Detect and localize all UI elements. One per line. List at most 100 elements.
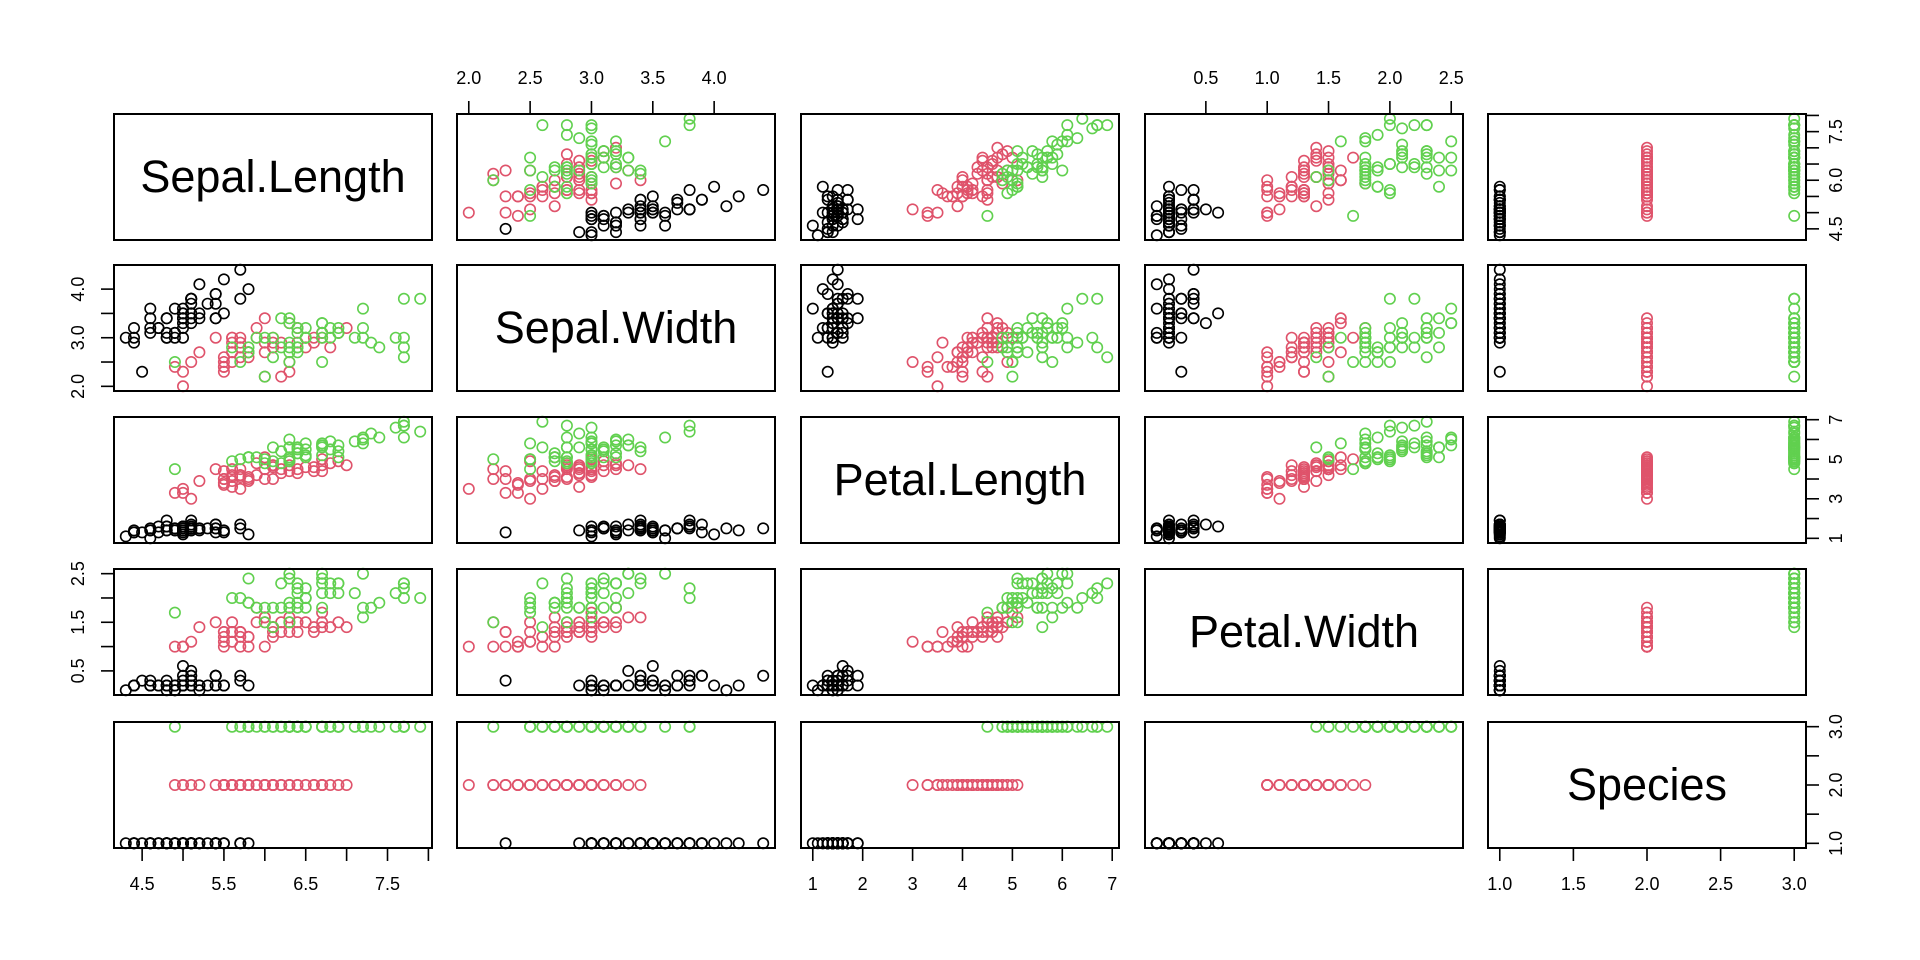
tick-label: 2.0 [456, 68, 481, 88]
data-point [659, 209, 672, 222]
data-point [1061, 331, 1074, 344]
data-point [1788, 151, 1801, 164]
data-point [324, 577, 337, 590]
points [806, 112, 1114, 242]
data-point [1408, 119, 1421, 132]
data-point [573, 441, 586, 454]
data-point [548, 630, 561, 643]
tick-label: 3.0 [1782, 874, 1807, 894]
data-point [1788, 292, 1801, 305]
data-point [1310, 778, 1323, 791]
data-point [524, 591, 537, 604]
data-point [1051, 577, 1064, 590]
data-point [585, 837, 598, 850]
data-point [234, 263, 247, 276]
data-point [1359, 720, 1372, 733]
data-point [1322, 187, 1335, 200]
data-point [217, 307, 230, 320]
data-point [1310, 148, 1323, 161]
data-point [1298, 778, 1311, 791]
data-point [1036, 151, 1049, 164]
data-point [177, 778, 190, 791]
data-point [548, 474, 561, 487]
data-point [1334, 720, 1347, 733]
data-point [185, 679, 198, 692]
panel-frame [113, 113, 433, 241]
data-point [414, 292, 427, 305]
data-point [597, 601, 610, 614]
data-point [1101, 351, 1114, 364]
data-point [1408, 341, 1421, 354]
data-point [609, 778, 622, 791]
data-point [1101, 720, 1114, 733]
data-point [585, 421, 598, 434]
data-point [1493, 317, 1506, 330]
data-point [931, 206, 944, 219]
data-point [976, 365, 989, 378]
variable-label-sepal-width: Sepal.Width [495, 302, 738, 353]
data-point [487, 616, 500, 629]
data-point [1011, 180, 1024, 193]
data-point [356, 321, 369, 334]
data-point [185, 292, 198, 305]
data-point [609, 524, 622, 537]
data-point [597, 161, 610, 174]
data-point [585, 520, 598, 533]
data-point [209, 331, 222, 344]
data-point [291, 582, 304, 595]
data-point [1076, 112, 1089, 125]
data-point [941, 360, 954, 373]
panel-frame [1144, 416, 1464, 544]
data-point [560, 572, 573, 585]
data-point [826, 273, 839, 286]
data-point [1041, 151, 1054, 164]
panel-species-vs-petal-length [800, 720, 1120, 850]
data-point [1396, 421, 1409, 434]
data-point [609, 435, 622, 448]
data-point [524, 463, 537, 476]
data-point [921, 360, 934, 373]
points [1150, 720, 1458, 850]
data-point [536, 441, 549, 454]
x-axis-bottom-sepal-length: 4.5 5.5 6.5 7.5 [130, 848, 430, 894]
data-point [1285, 184, 1298, 197]
data-point [226, 455, 239, 468]
data-point [242, 341, 255, 354]
data-point [941, 640, 954, 653]
data-point [1359, 331, 1372, 344]
panel-petal-width-vs-sepal-width [456, 567, 776, 697]
data-point [609, 577, 622, 590]
data-point [585, 213, 598, 226]
data-point [511, 190, 524, 203]
data-point [201, 297, 214, 310]
data-point [1493, 263, 1506, 276]
data-point [1011, 601, 1024, 614]
data-point [536, 472, 549, 485]
data-point [258, 457, 271, 470]
data-point [1408, 720, 1421, 733]
data-point [683, 837, 696, 850]
data-point [291, 625, 304, 638]
data-point [585, 457, 598, 470]
data-point [1150, 524, 1163, 537]
points [462, 567, 770, 697]
data-point [397, 419, 410, 432]
data-point [258, 312, 271, 325]
data-point [732, 524, 745, 537]
data-point [1298, 470, 1311, 483]
data-point [1212, 307, 1225, 320]
data-point [622, 164, 635, 177]
data-point [1175, 524, 1188, 537]
variable-label-species: Species [1567, 759, 1727, 810]
data-point [1006, 370, 1019, 383]
panel-species-vs-species: Species [1487, 721, 1807, 849]
data-point [1788, 209, 1801, 222]
data-point [1163, 317, 1176, 330]
data-point [144, 524, 157, 537]
data-point [536, 640, 549, 653]
panel-petal-width-vs-petal-width: Petal.Width [1144, 568, 1464, 696]
panel-sepal-width-vs-petal-width [1144, 263, 1464, 393]
data-point [646, 674, 659, 687]
data-point [1493, 273, 1506, 286]
data-point [177, 380, 190, 393]
